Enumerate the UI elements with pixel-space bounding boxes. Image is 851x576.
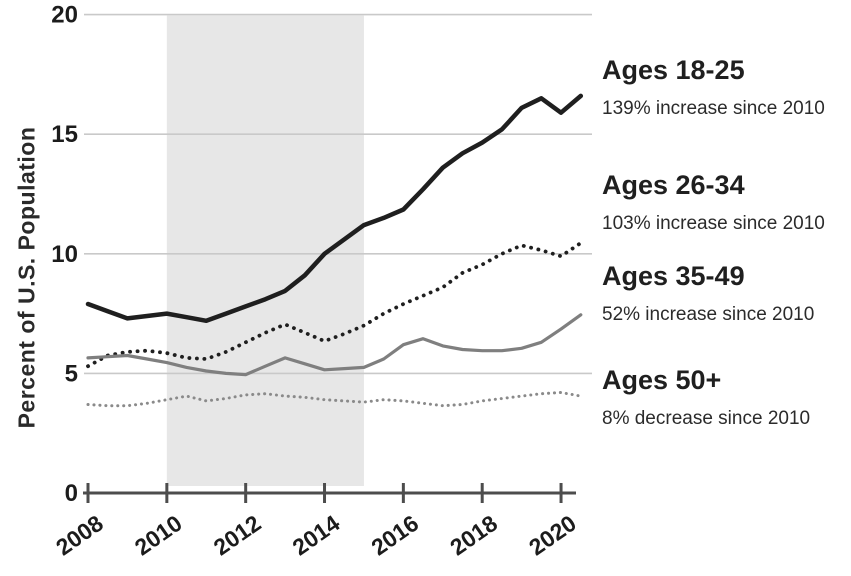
shaded-region-2010-2015: [166, 15, 364, 486]
legend-series-name: Ages 18-25: [602, 55, 745, 85]
y-tick-label-0: 0: [65, 480, 78, 507]
legend-series-annotation: 8% decrease since 2010: [602, 408, 811, 429]
x-tick-label-2014: 2014: [288, 510, 345, 561]
x-tick-label-2020: 2020: [524, 510, 581, 561]
legend-series-name: Ages 35-49: [602, 261, 745, 291]
legend-series-name: Ages 26-34: [602, 170, 745, 200]
legend-entry: Ages 18-25 139% increase since 2010: [602, 55, 825, 119]
series-line-ages-26-34: [86, 241, 583, 369]
legend-entry: Ages 35-49 52% increase since 2010: [602, 261, 815, 325]
series-line-ages-50+: [86, 391, 583, 408]
legend-entry: Ages 50+ 8% decrease since 2010: [602, 365, 811, 429]
y-axis-title: Percent of U.S. Population: [13, 126, 40, 429]
series-line-ages-35-49: [86, 313, 583, 377]
legend-entry: Ages 26-34 103% increase since 2010: [602, 170, 825, 234]
y-tick-label-10: 10: [51, 241, 78, 268]
y-tick-label-20: 20: [51, 2, 78, 29]
legend-series-annotation: 52% increase since 2010: [602, 304, 815, 325]
x-tick-label-2008: 2008: [51, 510, 108, 561]
x-tick-label-2016: 2016: [366, 510, 423, 561]
series-line-ages-18-25: [85, 93, 584, 324]
x-tick-label-2012: 2012: [209, 510, 266, 561]
x-tick-label-2010: 2010: [130, 510, 187, 561]
legend-series-annotation: 139% increase since 2010: [602, 98, 825, 119]
y-tick-label-5: 5: [65, 360, 78, 387]
x-tick-label-2018: 2018: [445, 510, 502, 561]
y-tick-label-15: 15: [51, 121, 78, 148]
legend-series-name: Ages 50+: [602, 365, 722, 395]
legend-series-annotation: 103% increase since 2010: [602, 213, 825, 234]
